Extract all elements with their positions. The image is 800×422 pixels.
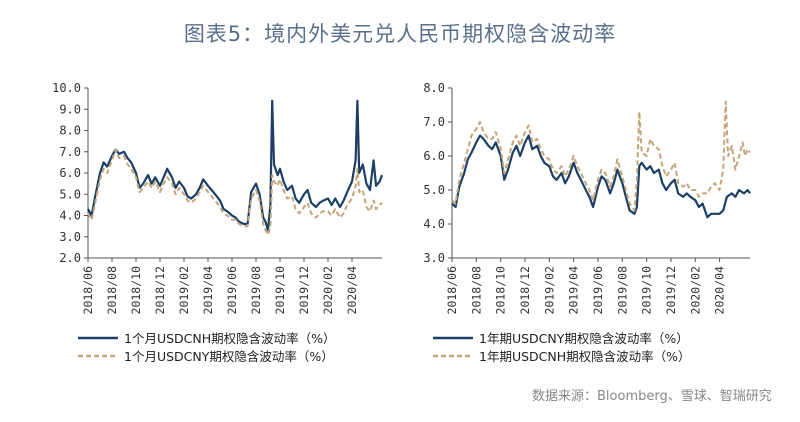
y-tick-label: 8.0: [423, 81, 445, 95]
x-tick-label: 2018/08: [469, 266, 483, 315]
x-tick-label: 2019/02: [177, 266, 191, 314]
y-tick-label: 6.0: [59, 166, 81, 180]
x-tick-label: 2019/06: [225, 266, 239, 315]
y-tick-label: 2.0: [59, 251, 81, 265]
x-tick-label: 2018/12: [153, 266, 167, 314]
series-line: [87, 99, 384, 232]
x-tick-label: 2020/04: [345, 266, 359, 315]
x-tick-label: 2019/12: [297, 266, 311, 314]
y-tick-label: 9.0: [59, 102, 81, 116]
x-tick-label: 2018/08: [105, 266, 119, 315]
x-tick-label: 2020/02: [688, 266, 702, 314]
y-tick-label: 8.0: [59, 124, 81, 138]
x-tick-label: 2019/10: [640, 266, 654, 315]
y-tick-label: 10.0: [52, 81, 81, 95]
legend-label: 1年期USDCNH期权隐含波动率（%）: [479, 349, 691, 364]
y-tick-label: 3.0: [423, 251, 445, 265]
y-tick-label: 6.0: [423, 149, 445, 163]
y-tick-label: 7.0: [59, 145, 81, 159]
series-line: [451, 134, 751, 219]
x-tick-label: 2019/08: [249, 266, 263, 315]
x-tick-label: 2019/08: [615, 266, 629, 315]
source-note: 数据来源：Bloomberg、雪球、智瑞研究: [532, 389, 772, 404]
series-line: [451, 100, 751, 212]
x-tick-label: 2019/02: [542, 266, 556, 314]
y-tick-label: 3.0: [59, 230, 81, 244]
x-tick-label: 2019/04: [201, 266, 215, 315]
y-tick-label: 4.0: [59, 209, 81, 223]
x-tick-label: 2018/10: [129, 266, 143, 315]
x-tick-label: 2019/10: [273, 266, 287, 315]
y-tick-label: 4.0: [423, 217, 445, 231]
y-tick-label: 5.0: [59, 187, 81, 201]
x-tick-label: 2020/04: [713, 266, 727, 315]
legend-label: 1年期USDCNY期权隐含波动率（%）: [479, 331, 689, 346]
series-line: [87, 148, 383, 236]
x-tick-label: 2019/12: [664, 266, 678, 314]
x-tick-label: 2018/06: [81, 266, 95, 315]
page-title: 图表5：境内外美元兑人民币期权隐含波动率: [183, 22, 617, 46]
y-tick-label: 5.0: [423, 183, 445, 197]
legend-label: 1个月USDCNY期权隐含波动率（%）: [124, 349, 334, 364]
x-tick-label: 2018/12: [518, 266, 532, 314]
legend-label: 1个月USDCNH期权隐含波动率（%）: [124, 331, 336, 346]
x-tick-label: 2019/04: [567, 266, 581, 315]
x-tick-label: 2018/10: [494, 266, 508, 315]
x-tick-label: 2018/06: [445, 266, 459, 315]
y-tick-label: 7.0: [423, 115, 445, 129]
x-tick-label: 2019/06: [591, 266, 605, 315]
x-tick-label: 2020/02: [321, 266, 335, 314]
